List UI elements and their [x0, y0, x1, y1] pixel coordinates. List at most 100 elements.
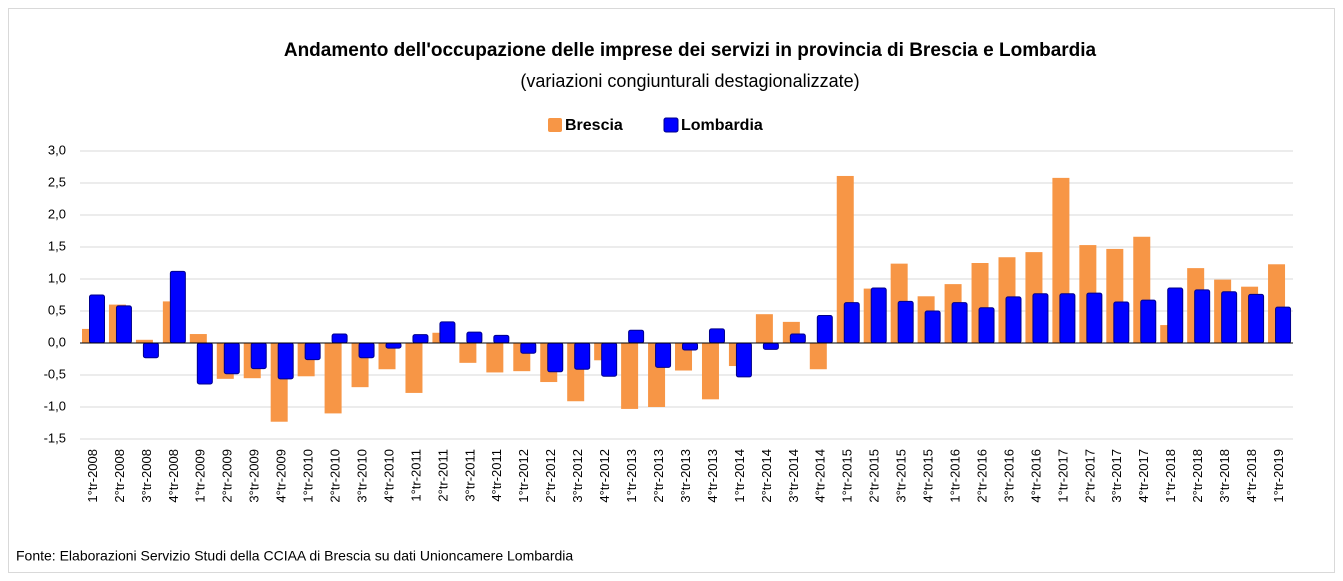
x-tick-label: 3°tr-2011 — [462, 449, 477, 502]
bar — [412, 334, 429, 344]
bar — [250, 342, 267, 370]
x-tick-label: 1°tr-2012 — [516, 449, 531, 503]
x-tick-label: 4°tr-2011 — [489, 449, 504, 502]
bar — [486, 343, 504, 373]
bar — [89, 294, 105, 344]
bar — [1194, 289, 1211, 344]
x-tick-label: 2°tr-2011 — [435, 449, 450, 502]
x-tick-label: 4°tr-2008 — [166, 449, 181, 503]
y-tick-label: 2,0 — [48, 206, 66, 221]
y-tick-label: -1,5 — [44, 430, 66, 445]
x-tick-label: 2°tr-2010 — [328, 449, 343, 503]
y-tick-label: 3,0 — [48, 142, 66, 157]
x-tick-label: 3°tr-2018 — [1217, 449, 1232, 503]
bar — [655, 342, 672, 368]
bar — [304, 342, 321, 361]
bar — [1113, 301, 1130, 344]
x-tick-label: 2°tr-2016 — [974, 449, 989, 503]
x-tick-label: 1°tr-2016 — [947, 449, 962, 503]
legend-label: Lombardia — [681, 117, 763, 134]
bar — [1275, 306, 1292, 344]
legend-swatch — [548, 118, 562, 132]
x-tick-label: 3°tr-2008 — [139, 449, 154, 503]
bar — [466, 331, 483, 344]
bar — [547, 342, 564, 373]
x-tick-label: 4°tr-2017 — [1136, 449, 1151, 503]
x-tick-label: 4°tr-2014 — [813, 449, 828, 503]
x-tick-label: 3°tr-2009 — [247, 449, 262, 503]
bar — [324, 343, 342, 414]
x-tick-label: 1°tr-2009 — [193, 449, 208, 503]
bar — [189, 334, 207, 343]
x-tick-label: 2°tr-2013 — [651, 449, 666, 503]
x-tick-label: 1°tr-2013 — [624, 449, 639, 503]
y-tick-label: -0,5 — [44, 366, 66, 381]
x-tick-label: 1°tr-2018 — [1163, 449, 1178, 503]
bar — [843, 302, 860, 344]
bar — [682, 342, 699, 351]
source-note: Fonte: Elaborazioni Servizio Studi della… — [16, 548, 573, 564]
bar — [1248, 293, 1265, 344]
bar — [701, 343, 719, 400]
bar — [520, 342, 537, 354]
bar — [142, 342, 159, 359]
bar — [628, 329, 645, 344]
x-tick-label: 2°tr-2012 — [543, 449, 558, 503]
x-tick-label: 3°tr-2010 — [354, 449, 369, 503]
x-tick-label: 3°tr-2015 — [894, 449, 909, 503]
bar — [601, 342, 618, 377]
bar — [978, 307, 995, 344]
bar — [870, 287, 887, 344]
y-tick-label: -1,0 — [44, 398, 66, 413]
bar — [493, 334, 510, 344]
x-tick-label: 1°tr-2015 — [840, 449, 855, 503]
chart-title: Andamento dell'occupazione delle imprese… — [284, 40, 1097, 61]
x-tick-label: 4°tr-2015 — [921, 449, 936, 503]
x-tick-label: 4°tr-2009 — [274, 449, 289, 503]
bar — [1167, 287, 1184, 344]
bar — [277, 342, 294, 380]
x-tick-label: 2°tr-2018 — [1190, 449, 1205, 503]
bar — [135, 339, 153, 343]
bar — [924, 310, 941, 344]
bar — [223, 342, 240, 375]
x-tick-label: 3°tr-2016 — [1001, 449, 1016, 503]
x-tick-label: 3°tr-2013 — [678, 449, 693, 503]
y-tick-label: 1,0 — [48, 270, 66, 285]
bar — [809, 343, 827, 370]
bar — [1140, 299, 1157, 344]
x-tick-label: 4°tr-2016 — [1028, 449, 1043, 503]
bar — [1059, 293, 1076, 344]
bar — [115, 305, 132, 344]
legend-swatch — [663, 117, 679, 133]
x-tick-label: 1°tr-2014 — [732, 449, 747, 503]
bar — [816, 314, 833, 344]
bar — [169, 270, 186, 344]
y-tick-label: 1,5 — [48, 238, 66, 253]
bar — [1086, 292, 1103, 344]
bar — [1221, 291, 1238, 344]
x-tick-label: 4°tr-2012 — [597, 449, 612, 503]
x-tick-label: 1°tr-2011 — [408, 449, 423, 502]
bar — [789, 333, 806, 344]
x-tick-label: 2°tr-2009 — [220, 449, 235, 503]
x-tick-label: 3°tr-2017 — [1109, 449, 1124, 503]
bar — [459, 343, 477, 363]
bar — [708, 328, 725, 344]
bar — [621, 343, 639, 409]
bar — [574, 342, 591, 370]
bar — [735, 342, 752, 378]
x-tick-label: 3°tr-2012 — [570, 449, 585, 503]
bar — [331, 333, 348, 344]
bar — [385, 342, 402, 349]
y-tick-label: 0,5 — [48, 302, 66, 317]
x-tick-label: 2°tr-2014 — [759, 449, 774, 503]
chart-subtitle: (variazioni congiunturali destagionalizz… — [520, 71, 859, 91]
x-tick-label: 1°tr-2019 — [1271, 449, 1286, 503]
legend-label: Brescia — [565, 117, 623, 134]
x-tick-label: 4°tr-2010 — [381, 449, 396, 503]
x-tick-label: 4°tr-2018 — [1244, 449, 1259, 503]
x-tick-label: 1°tr-2008 — [85, 449, 100, 503]
bar — [836, 175, 854, 343]
